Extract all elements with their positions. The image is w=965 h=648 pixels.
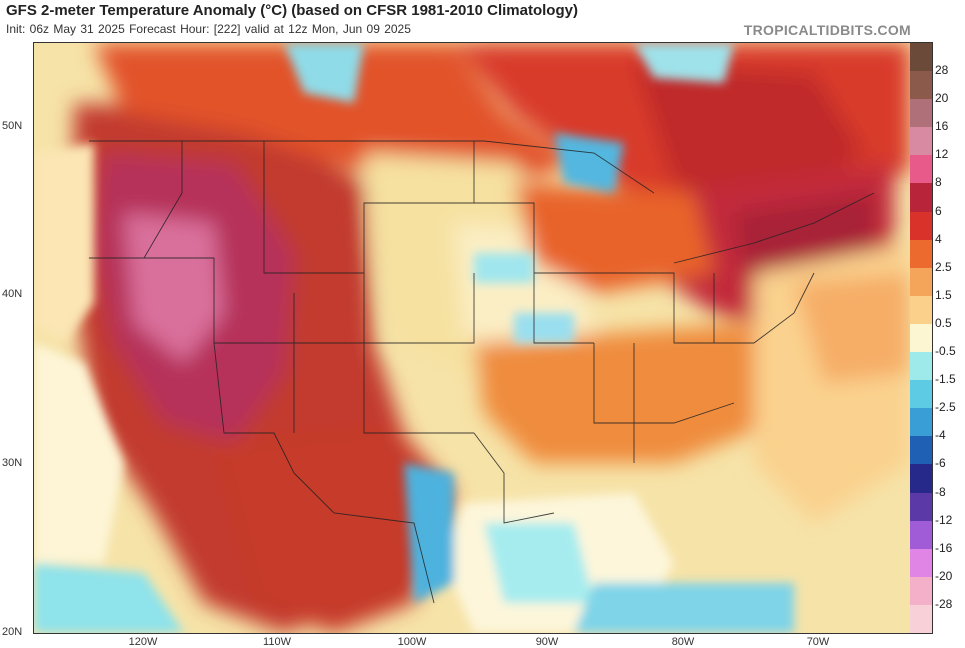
color-scale-swatch	[910, 464, 932, 493]
lat-label-30n: 30N	[2, 457, 23, 469]
chart-title: GFS 2-meter Temperature Anomaly (°C) (ba…	[6, 2, 578, 19]
color-scale-label: 4	[935, 231, 942, 246]
color-scale-label: 6	[935, 203, 942, 218]
color-scale-label: 8	[935, 175, 942, 190]
color-scale-swatch	[910, 352, 932, 381]
boundary-lines	[89, 140, 875, 604]
anomaly-map-graphic	[34, 43, 910, 633]
color-scale-label: -4	[935, 428, 946, 443]
color-scale-label: 1.5	[935, 287, 952, 302]
color-scale-label: -12	[935, 512, 953, 527]
lon-label-70w: 70W	[806, 636, 830, 648]
color-scale-label: 28	[935, 63, 949, 78]
color-scale-label: -2.5	[935, 400, 956, 415]
color-scale-label: 2.5	[935, 259, 952, 274]
color-scale-label: -6	[935, 456, 946, 471]
anomaly-map[interactable]	[33, 42, 911, 634]
color-scale-swatch	[910, 155, 932, 184]
color-scale-swatch	[910, 492, 932, 521]
color-scale-swatch	[910, 43, 932, 72]
color-scale-label: 16	[935, 119, 949, 134]
lat-label-20n: 20N	[2, 626, 23, 638]
lon-label-120w: 120W	[128, 636, 158, 648]
color-scale-swatch	[910, 436, 932, 465]
color-scale-label: -0.5	[935, 344, 956, 359]
color-scale-swatch	[910, 576, 932, 605]
color-scale-swatch	[910, 127, 932, 156]
lon-label-100w: 100W	[397, 636, 427, 648]
color-scale-swatch	[910, 295, 932, 324]
color-scale-label: -28	[935, 596, 953, 611]
color-scale-label: 12	[935, 147, 949, 162]
color-scale-swatch	[910, 211, 932, 240]
color-scale-label: -1.5	[935, 372, 956, 387]
lon-label-80w: 80W	[671, 636, 695, 648]
lat-label-50n: 50N	[2, 120, 23, 132]
lat-label-40n: 40N	[2, 288, 23, 300]
color-scale-swatch	[910, 323, 932, 353]
brand-watermark: TROPICALTIDBITS.COM	[743, 22, 911, 38]
color-scale-swatch	[910, 604, 932, 633]
color-scale-label: -8	[935, 484, 946, 499]
color-scale-bar	[910, 42, 933, 634]
color-scale-swatch	[910, 99, 932, 128]
color-scale-label: 20	[935, 91, 949, 106]
color-scale-label: -20	[935, 568, 953, 583]
color-scale-swatch	[910, 408, 932, 437]
color-scale-label: 0.5	[935, 315, 952, 330]
color-scale-swatch	[910, 183, 932, 212]
color-scale-swatch	[910, 520, 932, 549]
color-scale-swatch	[910, 239, 932, 268]
color-scale-swatch	[910, 71, 932, 100]
lon-label-90w: 90W	[535, 636, 559, 648]
color-scale-swatch	[910, 548, 932, 577]
color-scale-swatch	[910, 267, 932, 296]
color-scale-label: -16	[935, 540, 953, 555]
color-scale-swatch	[910, 380, 932, 409]
lon-label-110w: 110W	[263, 636, 291, 648]
chart-subtitle: Init: 06z May 31 2025 Forecast Hour: [22…	[6, 22, 411, 36]
